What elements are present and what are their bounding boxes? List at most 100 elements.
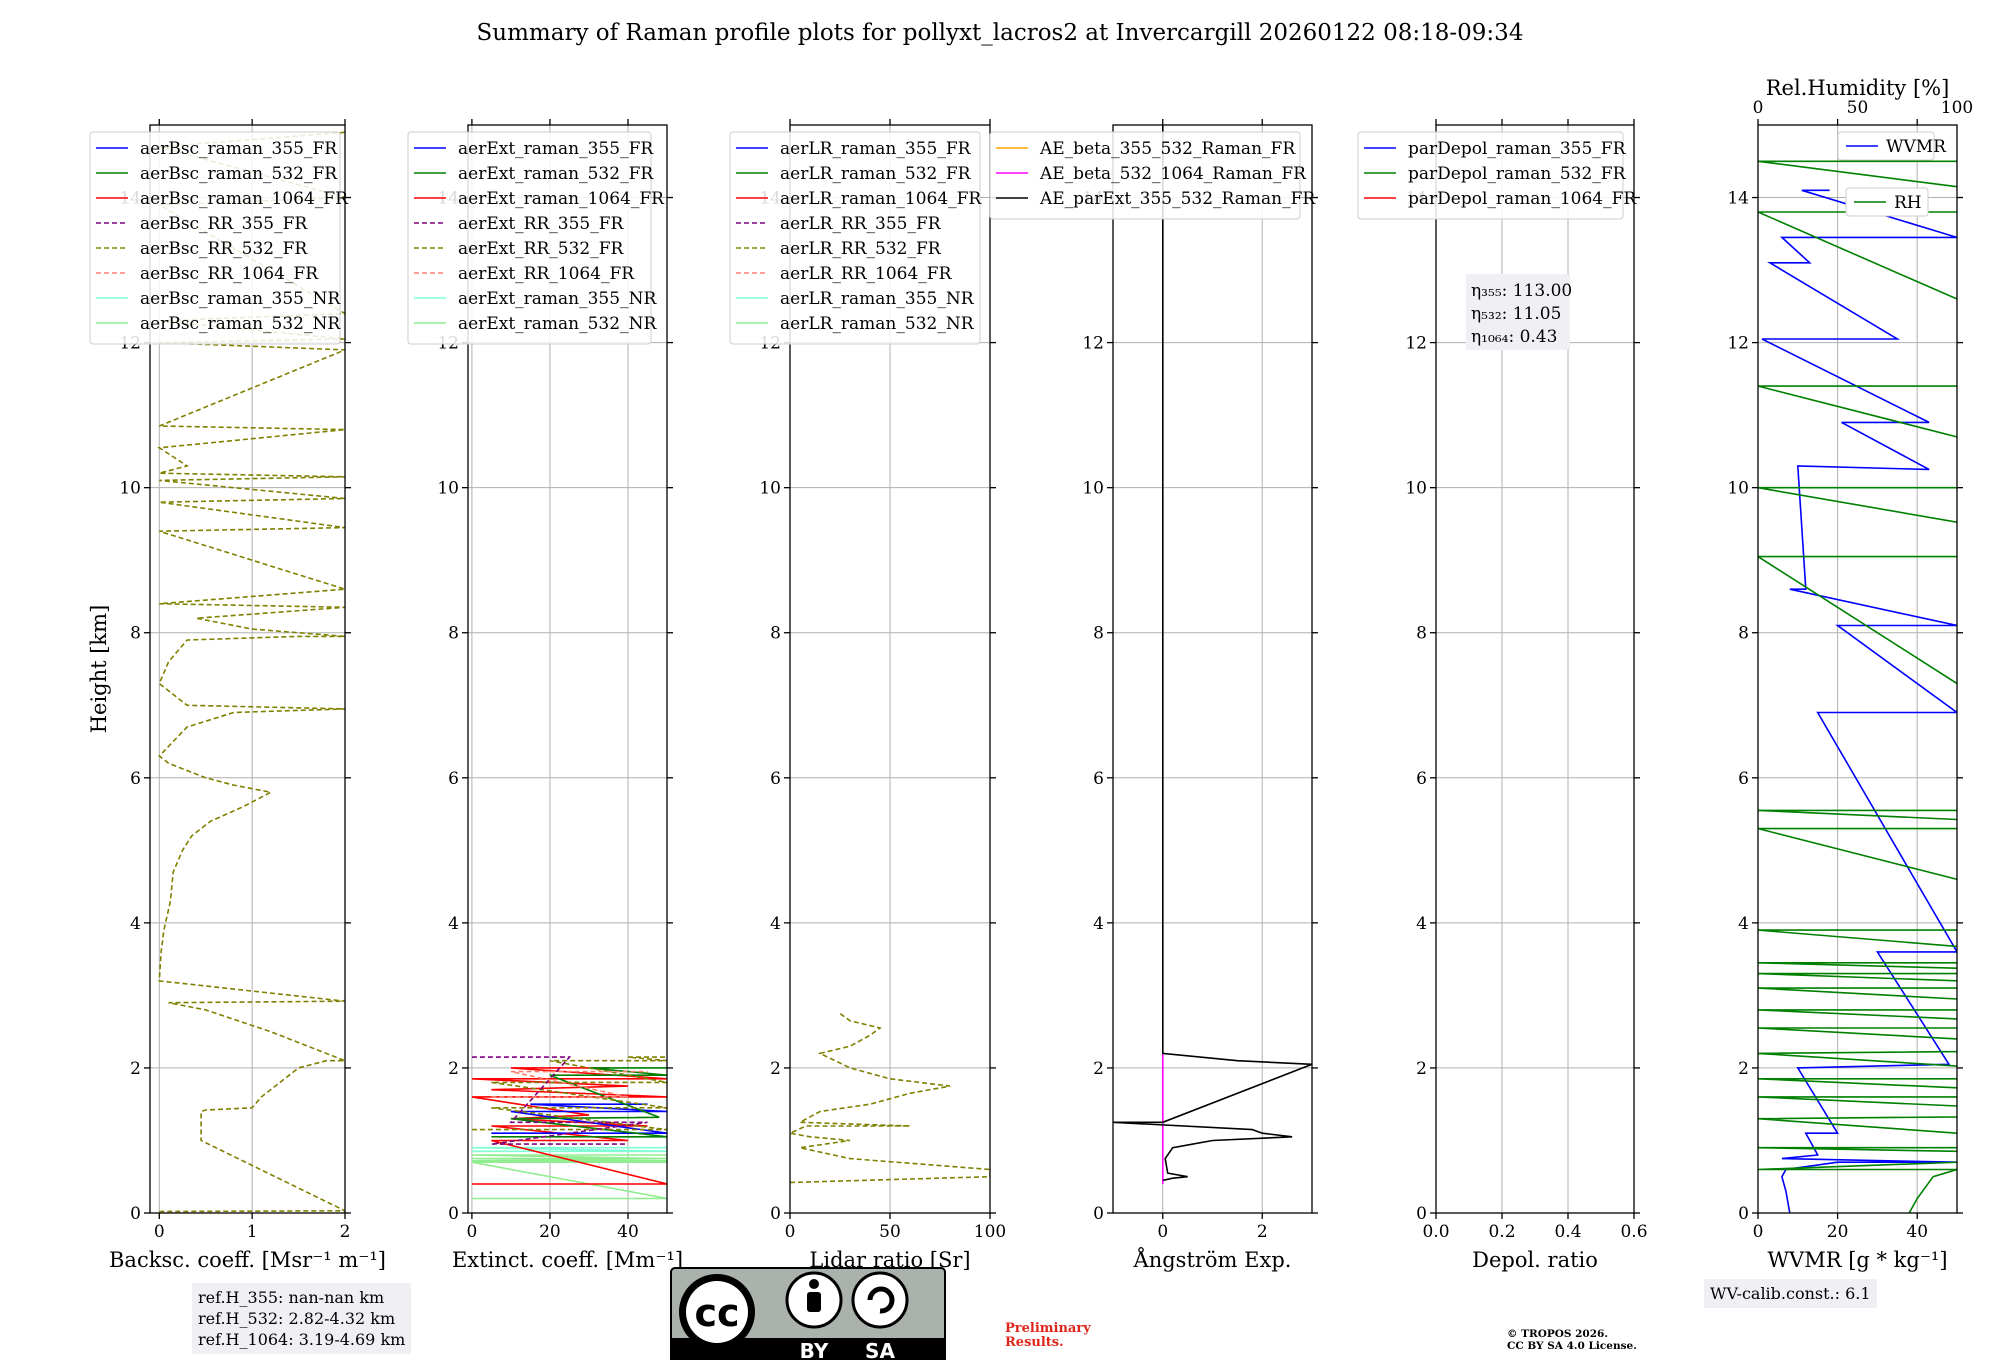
ytick-label-ext: 4 [448, 914, 459, 934]
by-label: BY [800, 1339, 829, 1360]
series-aerExt_RR_532_FR [471, 1056, 667, 1131]
axes-frame-ae [1112, 124, 1313, 1214]
axes-frame-ext [467, 124, 668, 1214]
copyright-line1: © TROPOS 2026. [1507, 1328, 1609, 1340]
cc-inner-circle [686, 1281, 748, 1343]
xlabel-ae: Ångström Exp. [1133, 1247, 1292, 1272]
xtick-label-depol: 0.2 [1488, 1222, 1515, 1242]
xtick-label-ae: 0 [1157, 1222, 1168, 1242]
ytick-label-depol: 12 [1405, 334, 1427, 354]
ytick-label-depol: 10 [1405, 479, 1427, 499]
ytick-label-ext: 0 [448, 1204, 459, 1224]
preliminary-line2: Results. [1005, 1335, 1064, 1350]
series-group-bsc [156, 131, 345, 1213]
legend-label-ext: aerExt_RR_355_FR [458, 214, 624, 234]
xtick-label-lr: 50 [879, 1222, 901, 1242]
series-RH [1758, 160, 1957, 1213]
xtick-label-ext: 0 [466, 1222, 477, 1242]
ytick-label-bsc: 0 [130, 1204, 141, 1224]
ytick-label-depol: 0 [1416, 1204, 1427, 1224]
ytick-label-wv: 10 [1727, 479, 1749, 499]
series-aerExt_raman_532_NR [471, 1154, 667, 1200]
ytick-label-ae: 2 [1093, 1059, 1104, 1079]
panel-ext: 0204002468101214Extinct. coeff. [Mm⁻¹]ae… [407, 119, 683, 1272]
legend-ae: AE_beta_355_532_Raman_FR AE_beta_532_1064… [989, 131, 1316, 220]
xtick-label-lr: 0 [785, 1222, 796, 1242]
xtick-label-ae: 2 [1257, 1222, 1268, 1242]
legend-lr: aerLR_raman_355_FR aerLR_raman_532_FR aerL… [729, 131, 982, 345]
ytick-label-ext: 10 [437, 479, 459, 499]
ytick-label-depol: 6 [1416, 769, 1427, 789]
legend-box-wv [1837, 131, 1935, 161]
xlabel-bsc: Backsc. coeff. [Msr⁻¹ m⁻¹] [109, 1248, 386, 1272]
legend-label-bsc: aerBsc_RR_355_FR [140, 214, 308, 234]
xtick-label-wv: 0 [1753, 1222, 1764, 1242]
ytick-label-ae: 6 [1093, 769, 1104, 789]
sa-label: SA [865, 1339, 895, 1360]
refh-355: ref.H_355: nan-nan km [198, 1288, 385, 1307]
x2tick-label-wv: 50 [1847, 98, 1869, 118]
xtick-label-ext: 20 [539, 1222, 561, 1242]
ytick-label-lr: 6 [770, 769, 781, 789]
ytick-label-lr: 2 [770, 1059, 781, 1079]
ytick-label-depol: 8 [1416, 624, 1427, 644]
preliminary-line1: Preliminary [1005, 1321, 1091, 1336]
panel-bsc: 01202468101214Backsc. coeff. [Msr⁻¹ m⁻¹]… [87, 119, 386, 1272]
ytick-label-wv: 2 [1738, 1059, 1749, 1079]
by-person-head [809, 1279, 819, 1289]
sa-icon [851, 1271, 909, 1329]
xtick-label-bsc: 0 [154, 1222, 165, 1242]
ytick-label-ext: 2 [448, 1059, 459, 1079]
copyright-note: © TROPOS 2026. CC BY SA 4.0 License. [1507, 1328, 1707, 1352]
xtick-label-depol: 0.0 [1422, 1222, 1449, 1242]
legend-label-ae: AE_parExt_355_532_Raman_FR [1039, 189, 1316, 209]
wv-calib-const: WV-calib.const.: 6.1 [1710, 1284, 1871, 1303]
ytick-label-wv: 12 [1727, 334, 1749, 354]
x2tick-label-wv: 0 [1753, 98, 1764, 118]
legend-label-lr: aerLR_raman_532_NR [780, 314, 975, 334]
legend-label-lr: aerLR_raman_355_NR [780, 289, 975, 309]
ytick-label-wv: 4 [1738, 914, 1749, 934]
legend-ext: aerExt_raman_355_FR aerExt_raman_532_FRae… [407, 131, 665, 345]
legend-label-ext: aerExt_raman_532_FR [458, 164, 654, 184]
legend-box-lr [729, 131, 981, 345]
series-aerExt_raman_1064_FR [471, 1067, 667, 1185]
legend-label-bsc: aerBsc_raman_355_NR [140, 289, 341, 309]
legend-label-lr: aerLR_raman_1064_FR [780, 189, 982, 209]
xlabel-ext: Extinct. coeff. [Mm⁻¹] [452, 1248, 683, 1272]
legend-wv-1: RH [1845, 187, 1929, 217]
legend-label-ext: aerExt_raman_355_FR [458, 139, 654, 159]
ytick-label-bsc: 2 [130, 1059, 141, 1079]
ytick-label-bsc: 4 [130, 914, 141, 934]
panel-ae: 0202468101214Ångström Exp.AE_beta_355_53… [989, 119, 1318, 1272]
ytick-label-ae: 0 [1093, 1204, 1104, 1224]
ylabel-bsc: Height [km] [87, 605, 111, 734]
series-group-ae [1113, 125, 1312, 1184]
axes-frame-depol [1435, 124, 1635, 1214]
series-aerExt_RR_355_FR [471, 1056, 648, 1145]
ytick-label-ae: 10 [1082, 479, 1104, 499]
xlabel-depol: Depol. ratio [1472, 1248, 1598, 1272]
eta-annotation: η₃₅₅: 113.00 η₅₃₂: 11.05 η₁₀₆₄: 0.43 [1466, 274, 1572, 350]
legend-label-depol: parDepol_raman_1064_FR [1408, 189, 1637, 209]
preliminary-note: Preliminary Results. [1005, 1322, 1125, 1350]
figure-title: Summary of Raman profile plots for polly… [476, 20, 1524, 46]
xtick-label-wv: 20 [1827, 1222, 1849, 1242]
legend-label-bsc: aerBsc_raman_532_FR [140, 164, 338, 184]
ytick-label-lr: 4 [770, 914, 781, 934]
legend-box-depol [1357, 131, 1624, 220]
legend-box-bsc [89, 131, 341, 345]
legend-label-bsc: aerBsc_raman_532_NR [140, 314, 341, 334]
legend-label-bsc: aerBsc_raman_355_FR [140, 139, 338, 159]
eta-annotation-bg [1466, 274, 1570, 350]
ytick-label-bsc: 8 [130, 624, 141, 644]
ytick-label-ext: 8 [448, 624, 459, 644]
x2label-wv: Rel.Humidity [%] [1766, 76, 1950, 100]
refh-532: ref.H_532: 2.82-4.32 km [198, 1309, 396, 1328]
panel-lr: 05010002468101214Lidar ratio [Sr]aerLR_r… [729, 119, 1006, 1272]
legend-label-lr: aerLR_raman_355_FR [780, 139, 972, 159]
legend-label-ext: aerExt_RR_532_FR [458, 239, 624, 259]
series-group-ext [471, 1056, 667, 1200]
legend-box-wv [1845, 187, 1929, 217]
legend-bsc: aerBsc_raman_355_FR aerBsc_raman_532_FRae… [89, 131, 349, 345]
